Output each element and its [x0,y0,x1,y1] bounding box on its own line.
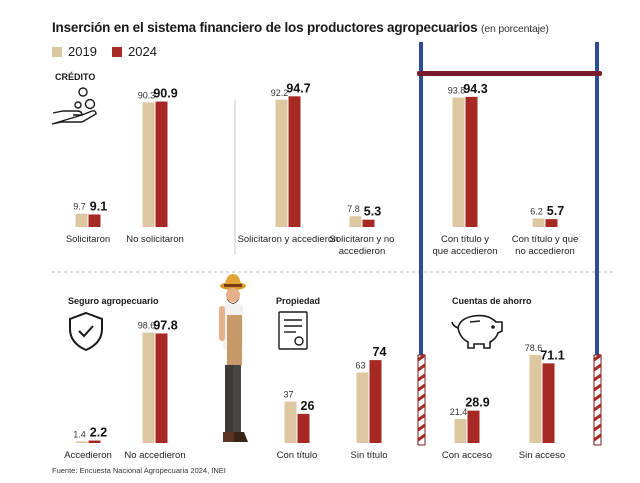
bar-2024 [297,413,310,443]
data-label-2019: 6.2 [530,206,543,216]
section-propiedad-label: Propiedad [276,296,321,306]
data-label-2019: 92.2 [271,88,289,98]
data-label-2024: 26 [301,399,315,413]
category-label: Solicitaron [66,234,110,245]
crossbar [417,71,602,76]
category-label: Con título y que accedieron [433,234,498,257]
bar-2024 [362,219,375,227]
property-title-icon [278,311,308,350]
legend-label-2024: 2024 [128,44,157,59]
data-label-2019: 90.3 [138,90,156,100]
data-label-2024: 90.9 [153,87,177,101]
pole-right [593,42,602,446]
bar-2024 [88,440,101,443]
bar-2019 [75,213,88,227]
data-label-2019: 98.6 [138,321,156,331]
bar-2024 [155,333,168,443]
bar-2019 [142,102,155,227]
data-label-2024: 5.7 [547,204,564,218]
bar-2019 [529,354,542,443]
bar-2024 [369,360,382,443]
title-text: Inserción en el sistema financiero de lo… [52,20,478,35]
source-note: Fuente: Encuesta Nacional Agropecuaria 2… [52,466,226,475]
bar-2024 [288,96,301,228]
bar-2024 [542,363,555,443]
category-label: Con acceso [442,450,492,461]
piggy-bank-icon [451,314,503,349]
legend-label-2019: 2019 [68,44,97,59]
legend-item-2019: 2019 [52,44,97,59]
data-label-2024: 28.9 [465,396,489,410]
bar-2024 [88,214,101,227]
bar-2019 [142,332,155,443]
data-label-2019: 7.8 [347,204,360,214]
category-label: Solicitaron y no accedieron [330,234,395,257]
bar-2024 [545,219,558,227]
data-label-2019: 9.7 [73,202,86,212]
category-label: Con título y que no accedieron [512,234,579,257]
section-seguro-label: Seguro agropecuario [68,296,159,306]
data-label-2019: 63 [355,360,365,370]
bar-2019 [356,372,369,443]
bar-2019 [75,441,88,443]
chart-title: Inserción en el sistema financiero de lo… [52,20,549,35]
bar-2019 [532,218,545,227]
data-label-2024: 2.2 [90,426,107,440]
category-label: Sin título [351,450,388,461]
section-ahorro-label: Cuentas de ahorro [452,296,532,306]
data-label-2024: 94.3 [463,82,487,96]
bar-2019 [452,97,465,227]
category-label: Sin acceso [519,450,565,461]
bar-2019 [275,99,288,227]
bars-layer: 9.7 9.1 Solicitaron 90.390.9 No solicitaron 9… [64,81,578,461]
hand-coins-icon [51,87,97,125]
bar-2024 [467,410,480,443]
data-label-2019: 21.4 [450,407,468,417]
data-label-2019: 78.6 [525,343,543,353]
data-label-2019: 37 [283,390,293,400]
data-label-2019: 93.8 [448,86,466,96]
bar-2019 [454,419,467,443]
subtitle: (en porcentaje) [481,23,549,35]
data-label-2024: 71.1 [540,348,564,362]
pole-left [417,42,426,446]
data-label-2024: 74 [373,345,387,359]
data-label-2019: 1.4 [73,429,86,439]
bar-2024 [155,101,168,227]
section-credito-label: CRÉDITO [55,72,96,82]
bar-2019 [284,401,297,443]
bar-2019 [349,216,362,227]
legend-swatch-2019 [52,46,62,57]
bar-2024 [465,96,478,227]
farmer-illustration [219,274,248,442]
category-label: Con título [277,450,318,461]
category-label: No accedieron [124,450,185,461]
legend-item-2024: 2024 [112,44,157,59]
legend-swatch-2024 [112,46,122,57]
category-label: No solicitaron [126,234,184,245]
data-label-2024: 94.7 [286,81,310,95]
data-label-2024: 9.1 [90,199,107,213]
category-label: Solicitaron y accedieron [238,234,339,245]
category-label: Accedieron [64,450,112,461]
data-label-2024: 97.8 [153,318,177,332]
shield-check-icon [69,311,103,352]
data-label-2024: 5.3 [364,205,381,219]
